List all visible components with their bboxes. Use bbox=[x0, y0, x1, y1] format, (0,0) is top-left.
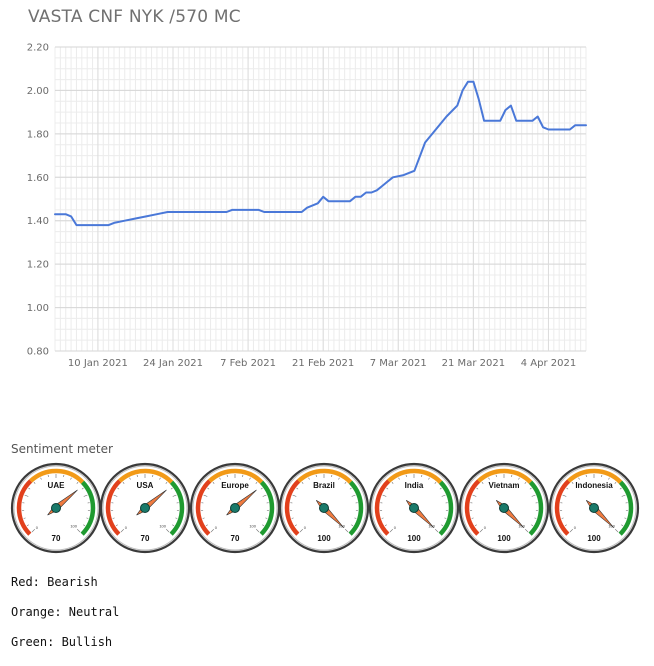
gauge-europe: 0 100 Europe 70 bbox=[189, 462, 281, 554]
y-tick-label: 2.00 bbox=[27, 86, 49, 97]
x-tick-label: 10 Jan 2021 bbox=[68, 358, 128, 369]
gauge-hub bbox=[499, 503, 509, 513]
gauge-zone-neutral bbox=[29, 468, 85, 484]
gauge-zone-bearish bbox=[554, 479, 571, 536]
gauge-zone-bearish bbox=[105, 479, 122, 536]
sentiment-meter-title: Sentiment meter bbox=[11, 442, 113, 456]
gauge-hub bbox=[140, 503, 150, 513]
gauge-region-label: India bbox=[405, 481, 424, 490]
gauge-zone-neutral bbox=[208, 468, 264, 484]
gauge-value: 100 bbox=[587, 534, 601, 543]
gauge-zone-bearish bbox=[464, 479, 481, 536]
gauge-region-label: USA bbox=[137, 481, 154, 490]
y-tick-label: 1.20 bbox=[27, 260, 49, 271]
gauge-uae: 0 100 UAE 70 bbox=[10, 462, 102, 554]
gauge-hub bbox=[409, 503, 419, 513]
gauge-min-label: 0 bbox=[394, 525, 397, 530]
gauge-value: 70 bbox=[52, 534, 61, 543]
gauge-value: 100 bbox=[497, 534, 511, 543]
gauge-zone-bearish bbox=[195, 479, 212, 536]
gauge-region-label: Vietnam bbox=[489, 481, 520, 490]
gauge-usa: 0 100 USA 70 bbox=[99, 462, 191, 554]
gauge-zone-neutral bbox=[297, 468, 353, 484]
legend-bullish: Green: Bullish bbox=[11, 635, 113, 649]
grid bbox=[54, 46, 587, 352]
gauge-zone-neutral bbox=[118, 468, 174, 484]
gauge-zone-bearish bbox=[374, 479, 391, 536]
x-tick-label: 21 Mar 2021 bbox=[442, 358, 505, 369]
sentiment-gauges: 0 100 UAE 70 0 100 USA 70 0 100 Europe 70 0 100 Brazil… bbox=[10, 462, 640, 554]
gauge-value: 70 bbox=[141, 534, 150, 543]
gauge-hub bbox=[319, 503, 329, 513]
gauge-zone-neutral bbox=[387, 468, 443, 484]
x-tick-label: 4 Apr 2021 bbox=[521, 358, 576, 369]
chart-title: VASTA CNF NYK /570 MC bbox=[28, 7, 241, 27]
gauge-zone-bearish bbox=[284, 479, 301, 536]
x-tick-label: 21 Feb 2021 bbox=[292, 358, 354, 369]
y-tick-label: 1.80 bbox=[27, 129, 49, 140]
gauge-hub bbox=[51, 503, 61, 513]
legend-bearish: Red: Bearish bbox=[11, 575, 98, 589]
x-tick-label: 7 Feb 2021 bbox=[220, 358, 276, 369]
gauge-zone-bullish bbox=[528, 480, 544, 536]
gauge-region-label: UAE bbox=[48, 481, 66, 490]
gauge-min-label: 0 bbox=[125, 525, 128, 530]
gauge-min-label: 0 bbox=[304, 525, 307, 530]
gauge-zone-bullish bbox=[80, 480, 96, 536]
gauge-hub bbox=[230, 503, 240, 513]
gauge-max-label: 100 bbox=[70, 524, 77, 529]
gauge-min-label: 0 bbox=[484, 525, 487, 530]
gauge-zone-bullish bbox=[169, 480, 185, 536]
gauge-region-label: Indonesia bbox=[575, 481, 613, 490]
y-tick-label: 1.60 bbox=[27, 173, 49, 184]
gauge-zone-bearish bbox=[16, 479, 33, 536]
x-tick-label: 24 Jan 2021 bbox=[143, 358, 203, 369]
y-tick-label: 0.80 bbox=[27, 347, 49, 358]
gauge-max-label: 100 bbox=[249, 524, 256, 529]
gauge-zone-neutral bbox=[477, 468, 533, 484]
x-tick-label: 7 Mar 2021 bbox=[370, 358, 427, 369]
gauge-hub bbox=[589, 503, 599, 513]
legend-neutral: Orange: Neutral bbox=[11, 605, 120, 619]
gauge-zone-bullish bbox=[438, 480, 454, 536]
gauge-zone-neutral bbox=[567, 468, 623, 484]
gauge-vietnam: 0100Vietnam100 bbox=[458, 462, 550, 554]
gauge-zone-bullish bbox=[348, 480, 364, 536]
gauge-value: 100 bbox=[317, 534, 331, 543]
gauge-min-label: 0 bbox=[36, 525, 39, 530]
gauge-max-label: 100 bbox=[159, 524, 166, 529]
gauge-zone-bullish bbox=[259, 480, 275, 536]
gauge-min-label: 0 bbox=[215, 525, 218, 530]
gauge-zone-bullish bbox=[618, 480, 634, 536]
gauge-region-label: Europe bbox=[221, 481, 249, 490]
gauge-value: 100 bbox=[407, 534, 421, 543]
y-tick-label: 2.20 bbox=[27, 43, 49, 54]
gauge-india: 0100India100 bbox=[368, 462, 460, 554]
price-series-line bbox=[54, 80, 587, 227]
gauge-min-label: 0 bbox=[574, 525, 577, 530]
price-line-chart: 0.80 1.00 1.20 1.40 1.60 1.80 2.00 2.20 10 Jan 2… bbox=[27, 43, 587, 369]
gauge-value: 70 bbox=[231, 534, 240, 543]
y-tick-label: 1.00 bbox=[27, 303, 49, 314]
gauge-brazil: 0100Brazil100 bbox=[278, 462, 370, 554]
y-tick-label: 1.40 bbox=[27, 216, 49, 227]
gauge-indonesia: 0100Indonesia100 bbox=[548, 462, 640, 554]
gauge-region-label: Brazil bbox=[313, 481, 335, 490]
